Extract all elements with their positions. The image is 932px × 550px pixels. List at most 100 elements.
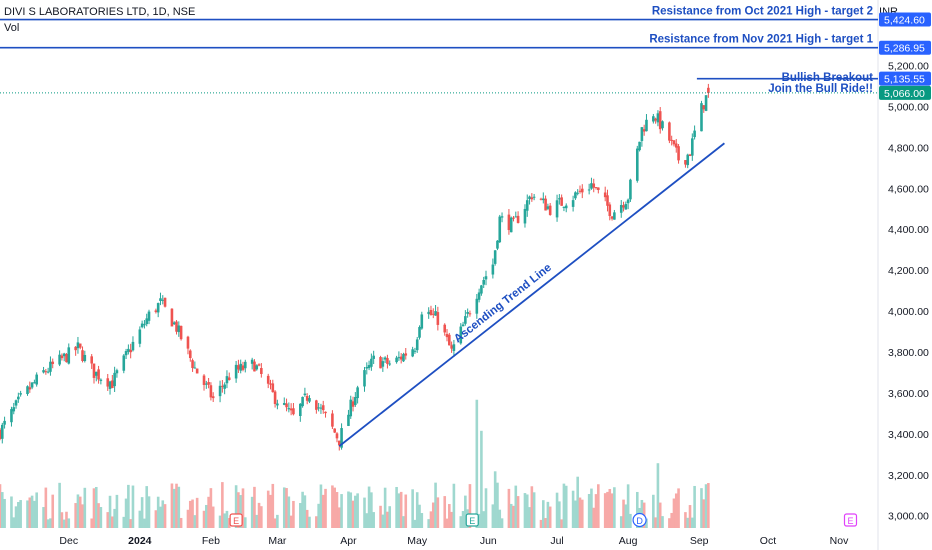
- price-tag-label: 5,286.95: [884, 43, 925, 55]
- candle-body: [19, 393, 22, 395]
- candle-body: [670, 139, 673, 141]
- volume-bar: [544, 518, 547, 528]
- candle-body: [90, 356, 93, 364]
- candle-body: [26, 386, 29, 395]
- volume-bar: [237, 492, 240, 528]
- candle-body: [195, 368, 199, 374]
- volume-bar: [113, 508, 116, 528]
- volume-bar: [108, 495, 112, 528]
- volume-bar: [299, 503, 302, 528]
- candle-body: [468, 313, 472, 315]
- candle-body: [691, 138, 694, 156]
- volume-bar: [532, 492, 536, 528]
- candle-body: [46, 371, 50, 373]
- candle-body: [209, 385, 213, 398]
- candle-body: [610, 216, 614, 219]
- candle-body: [227, 377, 231, 380]
- candle-body: [94, 371, 98, 376]
- candle-body: [560, 197, 563, 206]
- y-tick-label: 3,600.00: [888, 388, 929, 400]
- candle-body: [234, 364, 238, 379]
- x-tick-label: Apr: [340, 535, 357, 547]
- candle-body: [74, 346, 77, 351]
- volume-bar: [303, 495, 307, 528]
- volume-bar: [218, 515, 222, 528]
- volume-bar: [94, 486, 98, 528]
- event-marker[interactable]: E: [843, 513, 858, 527]
- volume-bar: [131, 485, 135, 528]
- candle-body: [324, 411, 327, 414]
- volume-bar: [571, 490, 575, 528]
- volume-bar: [12, 517, 16, 528]
- candle-body: [161, 299, 165, 301]
- volume-bar: [305, 509, 309, 528]
- symbol-title: DIVI S LABORATORIES LTD, 1D, NSE: [4, 6, 196, 18]
- volume-bar: [115, 494, 119, 528]
- volume-bar: [562, 483, 566, 528]
- volume-bar: [241, 488, 245, 528]
- volume-bar: [99, 507, 103, 528]
- volume-bar: [266, 490, 270, 528]
- volume-bar: [691, 517, 694, 528]
- volume-bar: [500, 518, 504, 528]
- volume-bar: [468, 484, 472, 528]
- volume-bar: [0, 484, 2, 528]
- candle-body: [60, 355, 64, 359]
- candle-body: [613, 212, 616, 220]
- candles: [0, 83, 710, 451]
- y-tick-label: 3,200.00: [888, 470, 929, 482]
- event-marker[interactable]: D: [632, 512, 647, 528]
- candle-body: [337, 440, 341, 446]
- volume-bar: [560, 519, 563, 528]
- volume-bar: [292, 500, 295, 528]
- volume-bar: [592, 507, 596, 528]
- volume-bar: [626, 484, 630, 528]
- volume-bar: [480, 430, 483, 528]
- candle-body: [475, 298, 479, 314]
- x-tick-label: Sep: [690, 535, 709, 547]
- volume-bar: [670, 512, 673, 528]
- volume-bar: [83, 487, 87, 528]
- candle-body: [124, 351, 128, 356]
- candle-body: [131, 341, 135, 351]
- last-price-tag-label: 5,066.00: [884, 88, 925, 100]
- candle-body: [14, 400, 18, 406]
- volume-bar: [111, 516, 114, 528]
- volume-bar: [209, 488, 213, 528]
- volume-bar: [688, 505, 692, 528]
- event-marker-label: E: [469, 516, 475, 526]
- candle-body: [292, 408, 295, 415]
- candle-body: [250, 359, 254, 364]
- candle-body: [477, 292, 481, 300]
- volume-bar: [17, 502, 20, 528]
- candle-body: [493, 250, 497, 264]
- candle-body: [427, 311, 430, 315]
- volume-bar: [484, 488, 488, 528]
- volume-bar: [127, 484, 130, 528]
- candle-body: [349, 399, 353, 417]
- volume-bar: [46, 519, 50, 528]
- candle-body: [156, 303, 160, 313]
- volume-bar: [635, 491, 639, 528]
- volume-bar: [170, 483, 174, 528]
- event-marker[interactable]: E: [229, 513, 243, 527]
- candle-body: [512, 217, 515, 219]
- volume-bar: [613, 487, 616, 528]
- candle-body: [677, 146, 680, 161]
- volume-bars: [0, 399, 710, 528]
- volume-bar: [702, 499, 706, 528]
- candle-body: [544, 198, 547, 211]
- candle-body: [594, 187, 598, 189]
- candle-body: [81, 350, 84, 361]
- x-tick-label: May: [407, 535, 428, 547]
- candle-body: [434, 311, 437, 316]
- volume-bar: [645, 518, 648, 528]
- volume-bar: [26, 500, 29, 528]
- candle-body: [177, 325, 181, 333]
- volume-bar: [654, 517, 657, 528]
- volume-indicator-label[interactable]: Vol: [4, 22, 20, 34]
- event-marker[interactable]: E: [465, 513, 479, 527]
- price-tag: [879, 12, 931, 27]
- volume-bar: [707, 483, 710, 528]
